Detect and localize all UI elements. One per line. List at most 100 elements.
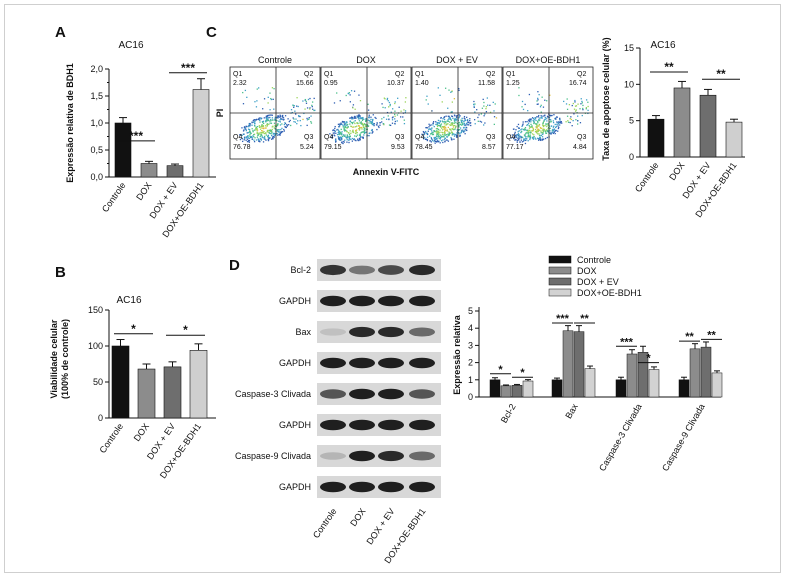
flow-event-dot: [266, 123, 268, 126]
flow-event-dot: [454, 118, 456, 120]
flow-event-dot: [345, 122, 347, 125]
significance-label: **: [685, 331, 694, 343]
flow-event-dot: [348, 133, 351, 136]
flow-event-dot: [549, 114, 551, 116]
flow-event-dot: [426, 133, 429, 136]
flow-event-dot: [267, 139, 270, 142]
flow-event-dot: [460, 131, 462, 134]
flow-event-dot: [521, 124, 524, 126]
flow-event-dot: [542, 124, 545, 127]
flow-event-dot: [541, 136, 544, 138]
flow-event-dot: [400, 110, 402, 112]
flow-event-dot: [440, 136, 442, 138]
flow-event-dot: [368, 134, 370, 137]
flow-event-dot: [429, 135, 431, 137]
flow-event-dot: [550, 115, 552, 117]
flow-event-dot: [442, 125, 445, 128]
flow-event-dot: [447, 126, 449, 129]
flow-event-dot: [343, 127, 345, 129]
flow-event-dot: [522, 128, 525, 131]
blot-band: [378, 295, 404, 307]
y-axis-label: Expressão relativa: [452, 314, 462, 395]
flow-event-dot: [576, 115, 579, 117]
flow-event-dot: [248, 141, 251, 143]
flow-event-dot: [444, 137, 446, 140]
x-tick-label: Controle: [97, 421, 125, 455]
flow-event-dot: [461, 122, 464, 124]
flow-event-dot: [337, 123, 340, 125]
flow-event-dot: [521, 106, 523, 108]
flow-event-dot: [454, 115, 456, 117]
flow-event-dot: [449, 128, 451, 130]
flow-event-dot: [436, 128, 438, 130]
flow-event-dot: [445, 124, 447, 126]
flow-event-dot: [340, 141, 343, 143]
flow-event-dot: [272, 136, 274, 139]
flow-event-dot: [361, 126, 363, 129]
flow-event-dot: [545, 124, 547, 126]
flow-event-dot: [559, 117, 561, 120]
blot-band: [320, 389, 346, 399]
flow-event-dot: [333, 102, 336, 104]
flow-event-dot: [518, 137, 520, 139]
flow-event-dot: [566, 108, 569, 110]
flow-event-dot: [256, 132, 258, 135]
flow-event-dot: [292, 104, 294, 107]
flow-event-dot: [444, 121, 446, 123]
x-tick-label: Caspase-3 Clivada: [597, 402, 644, 473]
flow-event-dot: [404, 110, 407, 112]
flow-event-dot: [255, 127, 258, 130]
flow-event-dot: [347, 92, 349, 95]
flow-event-dot: [428, 128, 431, 130]
flow-event-dot: [545, 132, 547, 134]
flow-event-dot: [260, 131, 262, 134]
flow-event-dot: [533, 122, 535, 125]
flow-event-dot: [244, 89, 247, 92]
flow-event-dot: [381, 103, 383, 105]
flow-event-dot: [517, 134, 519, 136]
flow-event-dot: [343, 135, 345, 137]
flow-event-dot: [468, 124, 470, 126]
y-tick-label: 1,5: [90, 91, 103, 101]
flow-event-dot: [267, 102, 269, 104]
flow-event-dot: [538, 134, 541, 137]
flow-event-dot: [430, 141, 432, 143]
flow-event-dot: [274, 133, 276, 136]
flow-event-dot: [358, 139, 360, 142]
flow-event-dot: [520, 129, 522, 131]
chart-root: 0,0 0,5 1,0 1,5 2,0 AC16 Expressão relativa de…: [49, 37, 745, 565]
flow-event-dot: [463, 117, 465, 119]
flow-event-dot: [384, 107, 386, 109]
flow-event-dot: [346, 141, 348, 143]
flow-event-dot: [450, 91, 452, 93]
flow-event-dot: [354, 122, 356, 125]
flow-event-dot: [473, 106, 475, 108]
flow-event-dot: [341, 120, 344, 123]
significance-label: *: [520, 367, 525, 379]
flow-event-dot: [514, 133, 516, 135]
blot-band: [349, 326, 375, 338]
flow-event-dot: [264, 125, 267, 127]
flow-event-dot: [527, 130, 529, 132]
bar: [522, 380, 534, 398]
flow-event-dot: [524, 126, 527, 129]
flow-event-dot: [370, 121, 372, 123]
flow-event-dot: [268, 116, 270, 119]
flow-event-dot: [540, 132, 542, 134]
flow-event-dot: [252, 130, 254, 132]
flow-event-dot: [245, 129, 248, 132]
y-tick-label: 2,0: [90, 64, 103, 74]
flow-event-dot: [268, 119, 270, 122]
blot-band: [349, 357, 375, 369]
blot-band: [320, 328, 346, 336]
flow-event-dot: [513, 135, 516, 138]
bar: [189, 350, 208, 419]
flow-event-dot: [520, 130, 523, 133]
flow-event-dot: [537, 122, 539, 124]
flow-event-dot: [464, 130, 466, 132]
flow-event-dot: [453, 114, 456, 116]
flow-event-dot: [438, 134, 440, 137]
flow-event-dot: [272, 138, 274, 140]
flow-event-dot: [443, 128, 445, 130]
blot-band: [349, 265, 375, 275]
